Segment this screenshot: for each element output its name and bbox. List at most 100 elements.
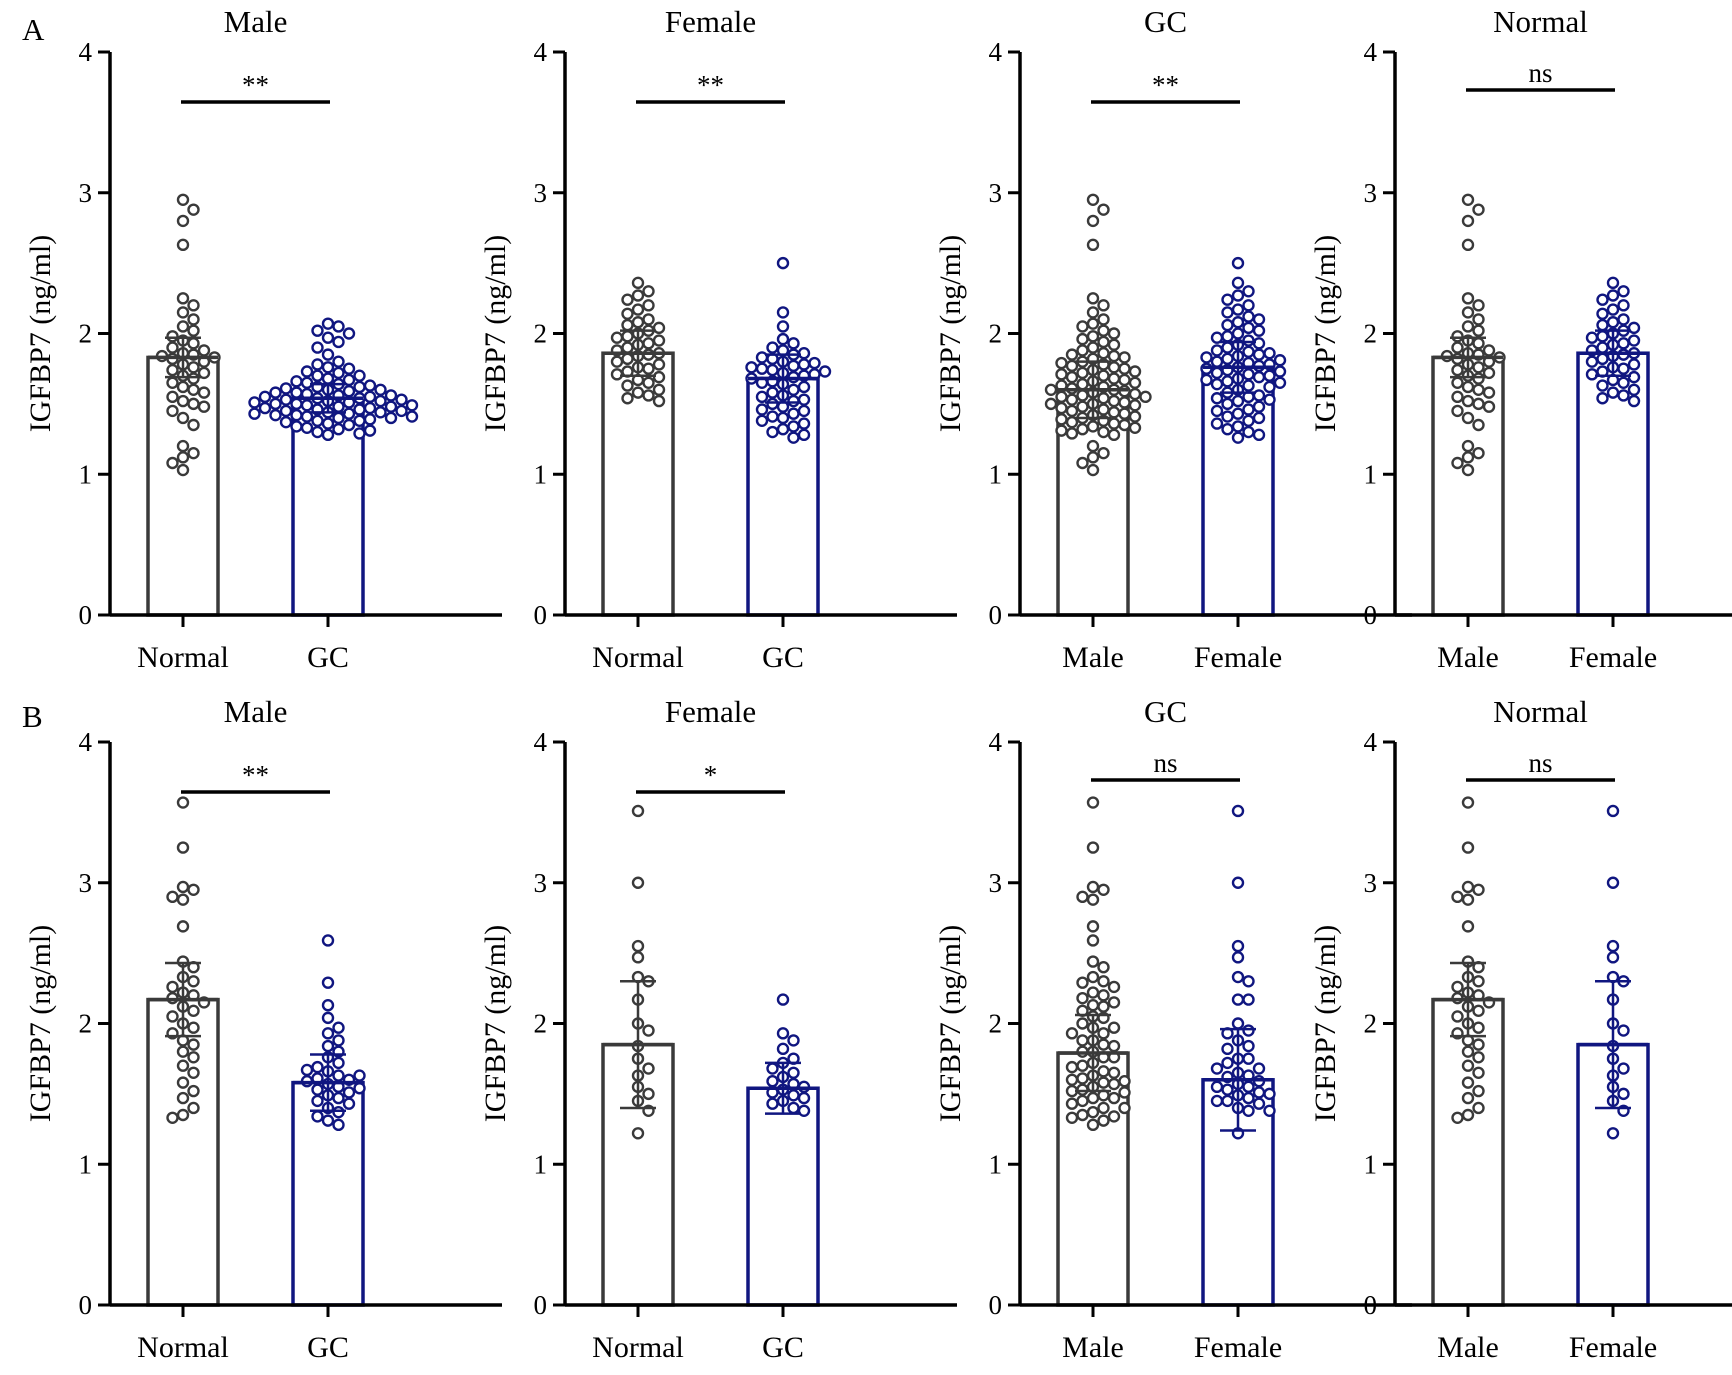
data-point (342, 418, 356, 432)
y-axis-label: IGFBP7 (ng/ml) (934, 235, 967, 433)
data-point (342, 385, 356, 398)
y-axis-label: IGFBP7 (ng/ml) (24, 925, 57, 1123)
data-point (755, 390, 769, 404)
y-tick-label: 0 (79, 1290, 93, 1320)
data-point (631, 289, 645, 302)
data-point (321, 1114, 335, 1127)
data-point (1107, 1039, 1121, 1053)
x-tick-label: GC (307, 1331, 349, 1364)
y-tick-label: 3 (534, 178, 548, 208)
data-point (1107, 338, 1121, 351)
y-tick-label: 0 (1364, 1290, 1378, 1320)
data-point (1097, 961, 1110, 974)
y-tick-label: 1 (79, 459, 93, 489)
x-tick-label: Normal (137, 641, 229, 674)
data-point (1231, 394, 1245, 408)
data-point (1076, 423, 1089, 436)
data-point (1107, 406, 1121, 419)
y-tick-label: 1 (1364, 459, 1378, 489)
data-point (797, 428, 811, 442)
data-point (1097, 1038, 1110, 1051)
data-point (1472, 883, 1485, 896)
data-point (1086, 341, 1100, 354)
data-point (1210, 377, 1224, 391)
data-point (1076, 456, 1089, 470)
y-tick-label: 1 (534, 459, 548, 489)
data-point (1086, 986, 1100, 999)
data-point (1086, 970, 1100, 984)
data-point (332, 1056, 345, 1070)
data-point (1606, 804, 1620, 818)
data-point (787, 1089, 800, 1102)
data-point (642, 362, 655, 375)
data-point (176, 193, 190, 206)
data-point (1086, 306, 1100, 319)
data-point (1221, 410, 1234, 423)
data-point (1210, 344, 1224, 357)
data-point (797, 358, 811, 371)
data-point (248, 407, 261, 420)
data-point (176, 463, 190, 477)
data-point (1242, 379, 1255, 392)
y-tick-label: 3 (1364, 178, 1378, 208)
data-point (642, 1087, 655, 1101)
x-tick-label: GC (762, 1331, 804, 1364)
y-tick-label: 4 (989, 37, 1003, 67)
data-point (1128, 399, 1142, 412)
data-point (1097, 1101, 1110, 1115)
data-point (1076, 320, 1089, 333)
chart-title: Normal (1493, 4, 1588, 39)
data-point (1231, 993, 1245, 1006)
data-point (1221, 1083, 1234, 1096)
data-point (1461, 380, 1475, 394)
chart-panels: Male IGFBP7 (ng/ml) 0 1 2 3 4 Normal GC ** Female I… (24, 4, 1732, 1364)
data-point (363, 424, 377, 437)
data-point (1076, 1083, 1089, 1096)
data-point (1128, 365, 1142, 378)
data-point (1242, 1052, 1255, 1065)
data-point (1097, 335, 1110, 349)
data-point (1086, 796, 1100, 809)
data-point (797, 1091, 811, 1105)
data-point (1086, 238, 1100, 252)
y-tick-label: 4 (989, 727, 1003, 757)
data-point (1252, 1062, 1266, 1075)
data-point (1627, 383, 1641, 396)
data-point (363, 379, 377, 392)
data-point (1461, 796, 1475, 809)
data-point (1596, 352, 1609, 366)
data-point (1472, 383, 1485, 396)
x-tick-label: Female (1194, 641, 1282, 674)
y-tick-label: 1 (79, 1149, 93, 1179)
data-point (1606, 951, 1620, 964)
y-tick-label: 1 (1364, 1149, 1378, 1179)
data-point (1451, 1111, 1464, 1125)
chart-title: Female (665, 4, 756, 39)
data-point (1472, 372, 1485, 385)
data-point (1086, 880, 1100, 894)
y-tick-label: 4 (1364, 37, 1378, 67)
data-point (187, 975, 200, 988)
data-point (176, 796, 190, 809)
data-point (1231, 407, 1245, 420)
data-point (1118, 396, 1131, 409)
data-point (1242, 975, 1255, 988)
data-point (1065, 359, 1079, 373)
data-point (1242, 334, 1255, 347)
data-point (1472, 397, 1485, 411)
data-point (332, 1118, 345, 1132)
data-point (1242, 1091, 1255, 1105)
y-tick-label: 4 (534, 727, 548, 757)
data-point (176, 1045, 190, 1058)
data-point (176, 1076, 190, 1089)
data-point (258, 390, 272, 404)
data-point (631, 316, 645, 329)
y-tick-label: 2 (989, 319, 1003, 349)
data-point (1461, 238, 1475, 252)
data-point (300, 1063, 314, 1077)
data-point (395, 404, 408, 418)
data-point (353, 380, 366, 394)
data-point (642, 376, 655, 389)
data-point (1263, 380, 1276, 394)
data-point (787, 359, 800, 373)
